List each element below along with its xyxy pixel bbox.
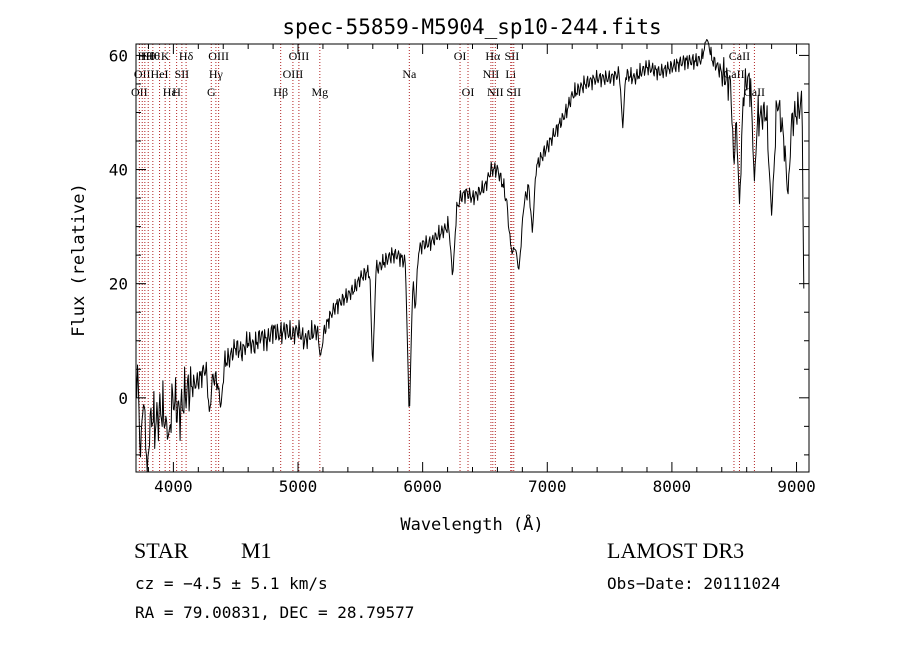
- line-marker-label: SII: [505, 49, 520, 63]
- line-marker-label: Hθ: [146, 49, 161, 63]
- line-marker-label: OI: [454, 49, 467, 63]
- x-tick-label: 7000: [528, 477, 567, 496]
- x-tick-label: 4000: [154, 477, 193, 496]
- line-marker-label: OIII: [208, 49, 229, 63]
- line-marker-label: OIII: [283, 67, 304, 81]
- line-marker-label: H: [172, 85, 181, 99]
- object-subclass: M1: [241, 538, 272, 563]
- object-class: STAR: [134, 538, 189, 563]
- line-marker-label: Hε: [163, 85, 177, 99]
- x-tick-label: 9000: [777, 477, 816, 496]
- line-marker-label: Hβ: [273, 85, 288, 99]
- line-marker-label: NII: [487, 85, 504, 99]
- y-tick-label: 20: [109, 275, 128, 294]
- x-tick-label: 8000: [653, 477, 692, 496]
- line-marker-label: Mg: [311, 85, 328, 99]
- x-tick-label: 5000: [279, 477, 318, 496]
- line-marker-label: Hα: [485, 49, 501, 63]
- line-marker-label: OI: [462, 85, 475, 99]
- line-marker-label: Hγ: [209, 67, 224, 81]
- line-marker-label: K: [161, 49, 170, 63]
- line-marker-label: SII: [506, 85, 521, 99]
- line-marker-label: OII: [134, 67, 151, 81]
- y-axis-label: Flux (relative): [69, 183, 89, 337]
- line-marker-label: OII: [131, 85, 148, 99]
- line-marker-label: SII: [175, 67, 190, 81]
- chart-title: spec-55859-M5904_sp10-244.fits: [282, 15, 661, 39]
- ra-dec-coordinates: RA = 79.00831, DEC = 28.79577: [135, 603, 415, 622]
- survey-label: LAMOST DR3: [607, 538, 745, 563]
- line-marker-label: CaII: [729, 49, 750, 63]
- emission-line-markers: OIIOIIHθHθHθHeIKHεHSIIHδGHγOIIIHβOIIIOII…: [131, 44, 765, 472]
- plot-axes: 4000 5000 6000 7000 8000 9000 0 20 40 60: [109, 43, 816, 496]
- line-marker-label: NII: [483, 67, 500, 81]
- plot-frame: [135, 43, 810, 473]
- spectrum-line: [135, 39, 805, 473]
- line-marker-label: HeI: [151, 67, 169, 81]
- line-marker-label: Hδ: [179, 49, 194, 63]
- redshift-cz: cz = −4.5 ± 5.1 km/s: [135, 574, 328, 593]
- line-marker-label: Li: [505, 67, 516, 81]
- line-marker-label: OIII: [289, 49, 310, 63]
- line-marker-label: Hθ: [141, 49, 156, 63]
- x-axis-label: Wavelength (Å): [400, 513, 543, 535]
- observation-date: Obs−Date: 20111024: [607, 574, 781, 593]
- line-marker-label: G: [207, 85, 216, 99]
- y-tick-label: 40: [109, 161, 128, 180]
- y-tick-label: 0: [118, 389, 128, 408]
- line-marker-label: Na: [402, 67, 417, 81]
- x-tick-label: 6000: [403, 477, 442, 496]
- y-tick-label: 60: [109, 46, 128, 65]
